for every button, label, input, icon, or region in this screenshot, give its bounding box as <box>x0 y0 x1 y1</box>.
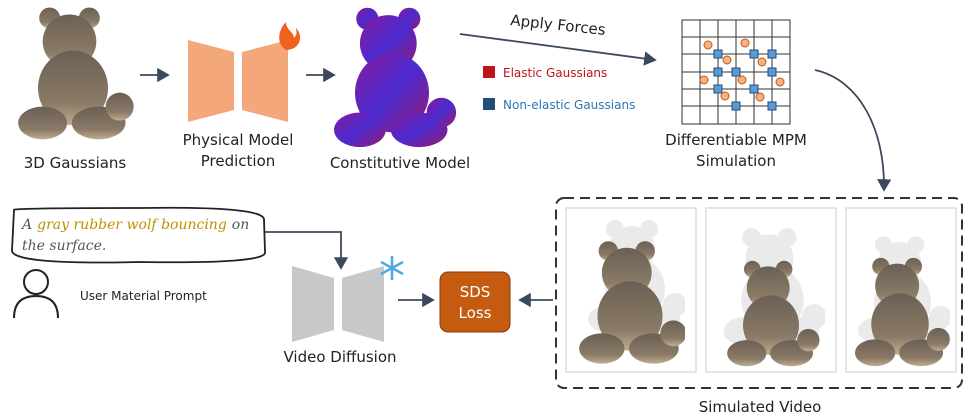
label: Video Diffusion <box>283 348 396 366</box>
constitutive-bear <box>334 8 456 147</box>
diffusion-icon <box>292 256 403 342</box>
label: User Material Prompt <box>80 289 207 303</box>
label: Differentiable MPM <box>665 131 807 149</box>
label: Loss <box>459 304 492 322</box>
legend-label: Non-elastic Gaussians <box>503 98 635 112</box>
sds-box <box>440 272 510 332</box>
arrow <box>265 232 341 268</box>
label: Physical Model <box>183 131 294 149</box>
label: Prediction <box>201 152 276 170</box>
arrow <box>460 34 655 60</box>
user-icon <box>14 270 58 318</box>
mpm-grid <box>682 20 790 124</box>
prompt-text: the surface. <box>22 238 106 254</box>
diagram: 3D Gaussians Physical Model Prediction C… <box>0 0 977 419</box>
label: Constitutive Model <box>330 154 470 172</box>
label: Simulation <box>696 152 776 170</box>
label: Apply Forces <box>510 11 607 39</box>
prompt-box <box>12 208 265 263</box>
label: SDS <box>460 283 491 301</box>
label: 3D Gaussians <box>24 154 127 172</box>
video-frames <box>566 208 956 372</box>
legend-label: Elastic Gaussians <box>503 66 607 80</box>
gaussian-bear <box>18 8 133 140</box>
model-icon <box>188 22 300 122</box>
legend-swatch <box>483 66 495 78</box>
arrow <box>815 70 884 190</box>
label: Simulated Video <box>699 398 822 416</box>
legend-swatch <box>483 98 495 110</box>
